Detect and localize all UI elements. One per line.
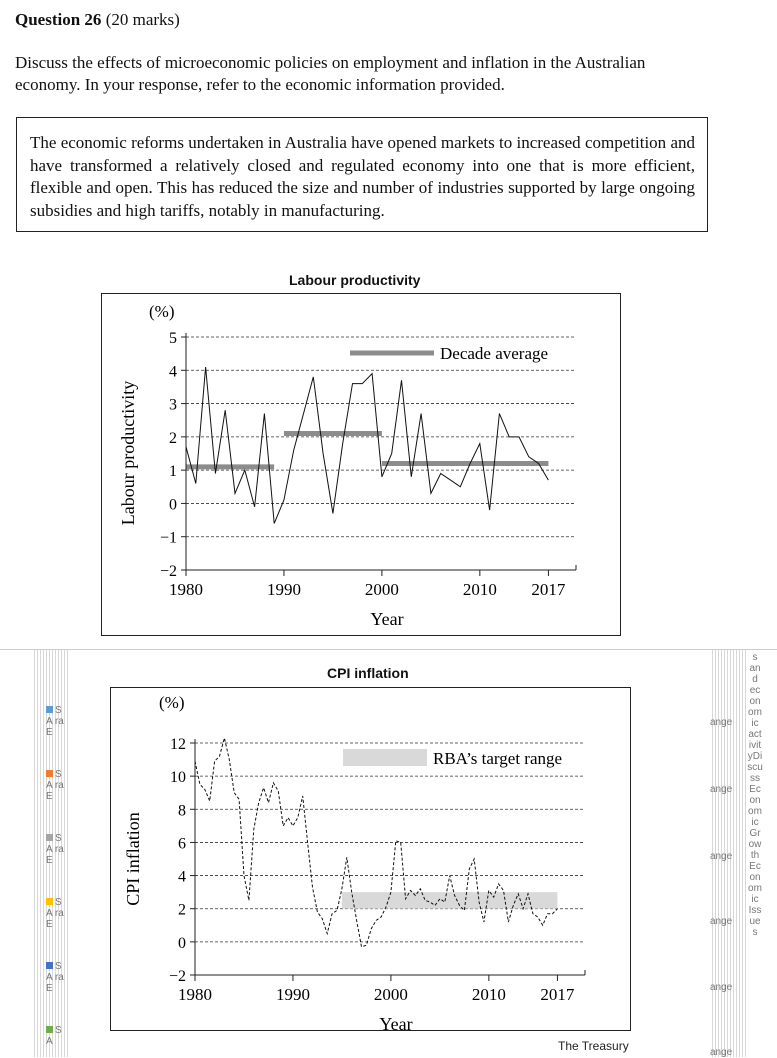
left-sidebar-legend-text: S A	[46, 1025, 62, 1047]
question-number: Question 26	[15, 10, 102, 29]
productivity-xtick-label: 2010	[463, 580, 497, 599]
productivity-series-line	[185, 366, 549, 524]
legend-swatch	[46, 898, 53, 905]
exam-page: Question 26 (20 marks) Discuss the effec…	[15, 10, 708, 636]
left-sidebar-legend-item: S A ra E	[46, 961, 68, 994]
cpi-ytick-label: 6	[178, 835, 186, 852]
cpi-chart-frame: 12 10 8 6 4 2 0 −2 1980 1990 2000 2010 2017 RBA’s tar…	[110, 687, 631, 1034]
left-sidebar-legend-text: S A ra E	[46, 961, 64, 994]
question-heading: Question 26 (20 marks)	[15, 10, 180, 30]
productivity-xtick-label: 1990	[267, 580, 301, 599]
left-sidebar-legend-text: S A ra E	[46, 833, 64, 866]
left-sidebar-legend-text: S A ra E	[46, 769, 64, 802]
left-sidebar-stripes	[34, 650, 68, 1057]
productivity-ytick-label: 3	[169, 397, 177, 414]
stimulus-text: The economic reforms undertaken in Austr…	[30, 133, 695, 220]
right-ange-label-3: ange	[710, 851, 733, 862]
source-label: The Treasury	[558, 1039, 629, 1053]
cpi-ytick-label: 10	[170, 769, 186, 786]
right-sidebar-text: s an d ec on om ic act ivit yDi scu ss E…	[747, 652, 763, 938]
productivity-legend-label: Decade average	[440, 344, 548, 363]
productivity-ytick-label: 0	[169, 496, 177, 513]
productivity-x-axis-label: Year	[370, 609, 403, 629]
left-sidebar-legend-item: S A	[46, 1025, 68, 1047]
productivity-y-axis-label: Labour productivity	[118, 381, 138, 525]
cpi-xtick-label: 2010	[472, 985, 506, 1004]
productivity-ytick-label: 2	[169, 430, 177, 447]
cpi-y-axis-label: CPI inflation	[123, 812, 143, 906]
productivity-ytick-label: 4	[169, 363, 177, 380]
cpi-xtick-label: 2017	[540, 985, 575, 1004]
cpi-legend-swatch	[343, 749, 427, 766]
productivity-ytick-label: 1	[169, 463, 177, 480]
cpi-unit-label: (%)	[159, 693, 184, 712]
legend-swatch	[46, 834, 53, 841]
chart-title-productivity: Labour productivity	[289, 272, 421, 288]
cpi-target-range-band	[341, 892, 558, 909]
right-ange-label-2: ange	[710, 784, 733, 795]
left-sidebar-legend-item: S A ra E	[46, 897, 68, 930]
legend-swatch	[46, 1026, 53, 1033]
productivity-xtick-label: 2000	[365, 580, 399, 599]
question-marks: (20 marks)	[105, 10, 180, 29]
left-sidebar-legend-text: S A ra E	[46, 897, 64, 930]
question-prompt: Discuss the effects of microeconomic pol…	[15, 53, 646, 94]
cpi-ytick-label: 4	[178, 869, 186, 886]
cpi-ytick-label: 2	[178, 902, 186, 919]
productivity-ytick-label: −2	[160, 563, 177, 580]
right-ange-label-4: ange	[710, 916, 733, 927]
right-ange-label-1: ange	[710, 717, 733, 728]
left-sidebar-legend-item: S A ra E	[46, 769, 68, 802]
left-sidebar-legend-item: S A ra E	[46, 705, 68, 738]
productivity-chart-frame: 5 4 3 2 1 0 −1 −2 1980 1990 2000 2010 2017 Decade ave…	[101, 293, 621, 636]
cpi-ytick-label: 12	[170, 736, 186, 753]
chart-title-cpi: CPI inflation	[327, 665, 409, 681]
cpi-series-line	[194, 737, 558, 948]
right-ange-label-6: ange	[710, 1047, 733, 1058]
left-sidebar-legend-text: S A ra E	[46, 705, 64, 738]
stimulus-box: The economic reforms undertaken in Austr…	[16, 117, 708, 232]
lower-panel: S A ra E S A ra E S A ra E S A ra E S A ra E…	[0, 649, 777, 1058]
cpi-ytick-label: 0	[178, 935, 186, 952]
cpi-legend-label: RBA’s target range	[433, 749, 562, 768]
cpi-xtick-label: 1980	[178, 985, 212, 1004]
cpi-ytick-label: 8	[178, 802, 186, 819]
right-ange-label-5: ange	[710, 982, 733, 993]
cpi-xtick-label: 2000	[374, 985, 408, 1004]
productivity-ytick-label: 5	[169, 330, 177, 347]
productivity-xtick-label: 2017	[531, 580, 566, 599]
cpi-x-axis-label: Year	[379, 1014, 412, 1030]
cpi-ytick-label: −2	[169, 968, 186, 985]
legend-swatch	[46, 962, 53, 969]
left-sidebar-legend-item: S A ra E	[46, 833, 68, 866]
productivity-xtick-label: 1980	[169, 580, 203, 599]
productivity-ytick-label: −1	[160, 530, 177, 547]
legend-swatch	[46, 770, 53, 777]
cpi-xtick-label: 1990	[276, 985, 310, 1004]
productivity-unit-label: (%)	[149, 302, 174, 321]
legend-swatch	[46, 706, 53, 713]
right-sidebar-stripes	[712, 650, 746, 1057]
